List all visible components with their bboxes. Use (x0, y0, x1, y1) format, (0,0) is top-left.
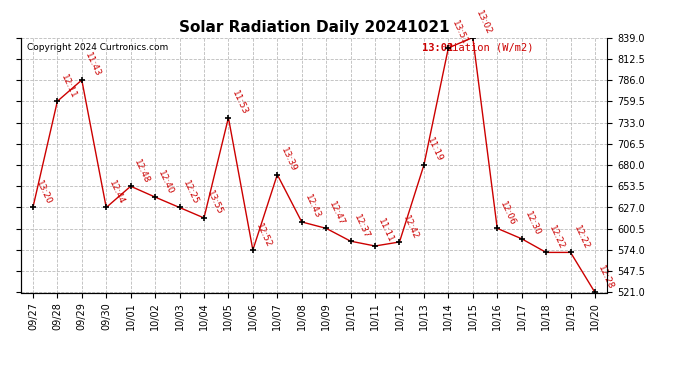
Text: 12:37: 12:37 (352, 213, 371, 240)
Text: 12:06: 12:06 (499, 200, 518, 227)
Text: 12:42: 12:42 (401, 214, 420, 241)
Text: 12:25: 12:25 (181, 179, 200, 206)
Text: 12:22: 12:22 (547, 224, 566, 251)
Text: 12:11: 12:11 (59, 73, 78, 100)
Text: 12:47: 12:47 (328, 200, 346, 227)
Text: 11:19: 11:19 (425, 136, 444, 164)
Text: 13:02: 13:02 (422, 43, 454, 52)
Text: 13:39: 13:39 (279, 146, 298, 173)
Text: 13:02: 13:02 (474, 9, 493, 36)
Text: 12:30: 12:30 (523, 210, 542, 237)
Text: diation (W/m2): diation (W/m2) (446, 43, 533, 52)
Text: 12:52: 12:52 (254, 222, 273, 249)
Title: Solar Radiation Daily 20241021: Solar Radiation Daily 20241021 (179, 20, 449, 35)
Text: 12:22: 12:22 (572, 224, 591, 251)
Text: Copyright 2024 Curtronics.com: Copyright 2024 Curtronics.com (26, 43, 168, 52)
Text: 12:40: 12:40 (157, 169, 175, 196)
Text: 12:28: 12:28 (596, 264, 615, 291)
Text: 11:53: 11:53 (230, 89, 249, 116)
Text: 12:44: 12:44 (108, 179, 126, 206)
Text: 12:48: 12:48 (132, 158, 151, 185)
Text: 12:43: 12:43 (303, 194, 322, 220)
Text: 11:43: 11:43 (83, 51, 102, 79)
Text: 13:55: 13:55 (206, 189, 224, 216)
Text: 13:51: 13:51 (450, 19, 469, 46)
Text: 11:11: 11:11 (377, 217, 395, 244)
Text: 13:20: 13:20 (34, 179, 53, 206)
